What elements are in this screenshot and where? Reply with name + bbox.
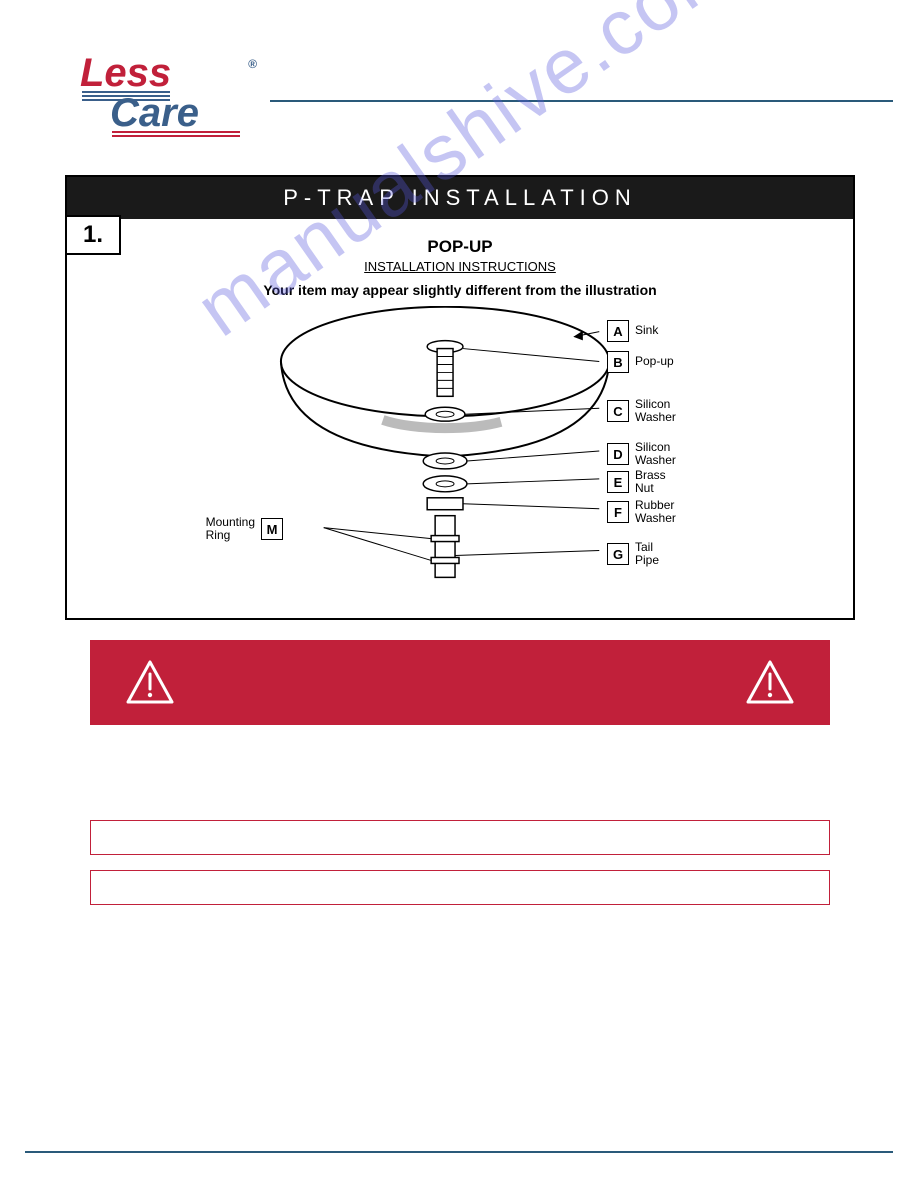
label-text: SiliconWasher bbox=[635, 398, 676, 424]
section-title: P-TRAP INSTALLATION bbox=[67, 177, 853, 219]
installation-section: P-TRAP INSTALLATION 1. POP-UP INSTALLATI… bbox=[65, 175, 855, 620]
label-letter: G bbox=[607, 543, 629, 565]
label-letter: M bbox=[261, 518, 283, 540]
label-text: TailPipe bbox=[635, 541, 659, 567]
diagram-label-b: B Pop-up bbox=[607, 351, 674, 373]
logo-top-text: Less bbox=[80, 51, 171, 95]
diagram-label-d: D SiliconWasher bbox=[607, 441, 676, 467]
label-letter: A bbox=[607, 320, 629, 342]
label-letter: E bbox=[607, 471, 629, 493]
footer-divider bbox=[25, 1151, 893, 1153]
popup-note: Your item may appear slightly different … bbox=[77, 282, 843, 298]
label-text: RubberWasher bbox=[635, 499, 676, 525]
label-text: Pop-up bbox=[635, 355, 674, 368]
popup-subtitle: INSTALLATION INSTRUCTIONS bbox=[77, 259, 843, 274]
logo-registered: ® bbox=[248, 57, 257, 71]
warning-icon bbox=[745, 659, 795, 707]
header-divider bbox=[270, 100, 893, 102]
logo: Less ® Care bbox=[70, 48, 260, 138]
diagram-label-a: A Sink bbox=[607, 320, 658, 342]
warning-icon bbox=[125, 659, 175, 707]
diagram-label-g: G TailPipe bbox=[607, 541, 659, 567]
diagram-label-m: M MountingRing bbox=[206, 516, 283, 542]
label-text: SiliconWasher bbox=[635, 441, 676, 467]
logo-bottom-text: Care bbox=[110, 91, 199, 135]
label-letter: B bbox=[607, 351, 629, 373]
diagram-label-f: F RubberWasher bbox=[607, 499, 676, 525]
outline-box-2 bbox=[90, 870, 830, 905]
label-letter: D bbox=[607, 443, 629, 465]
warning-bar bbox=[90, 640, 830, 725]
outline-box-1 bbox=[90, 820, 830, 855]
diagram-label-e: E BrassNut bbox=[607, 469, 666, 495]
popup-diagram: A Sink B Pop-up C SiliconWasher D SiliconWasher… bbox=[77, 306, 843, 606]
section-body: POP-UP INSTALLATION INSTRUCTIONS Your it… bbox=[67, 219, 853, 618]
diagram-label-c: C SiliconWasher bbox=[607, 398, 676, 424]
label-letter: F bbox=[607, 501, 629, 523]
label-text: Sink bbox=[635, 324, 658, 337]
label-text: MountingRing bbox=[206, 516, 255, 542]
label-text: BrassNut bbox=[635, 469, 666, 495]
label-letter: C bbox=[607, 400, 629, 422]
popup-title: POP-UP bbox=[77, 237, 843, 257]
